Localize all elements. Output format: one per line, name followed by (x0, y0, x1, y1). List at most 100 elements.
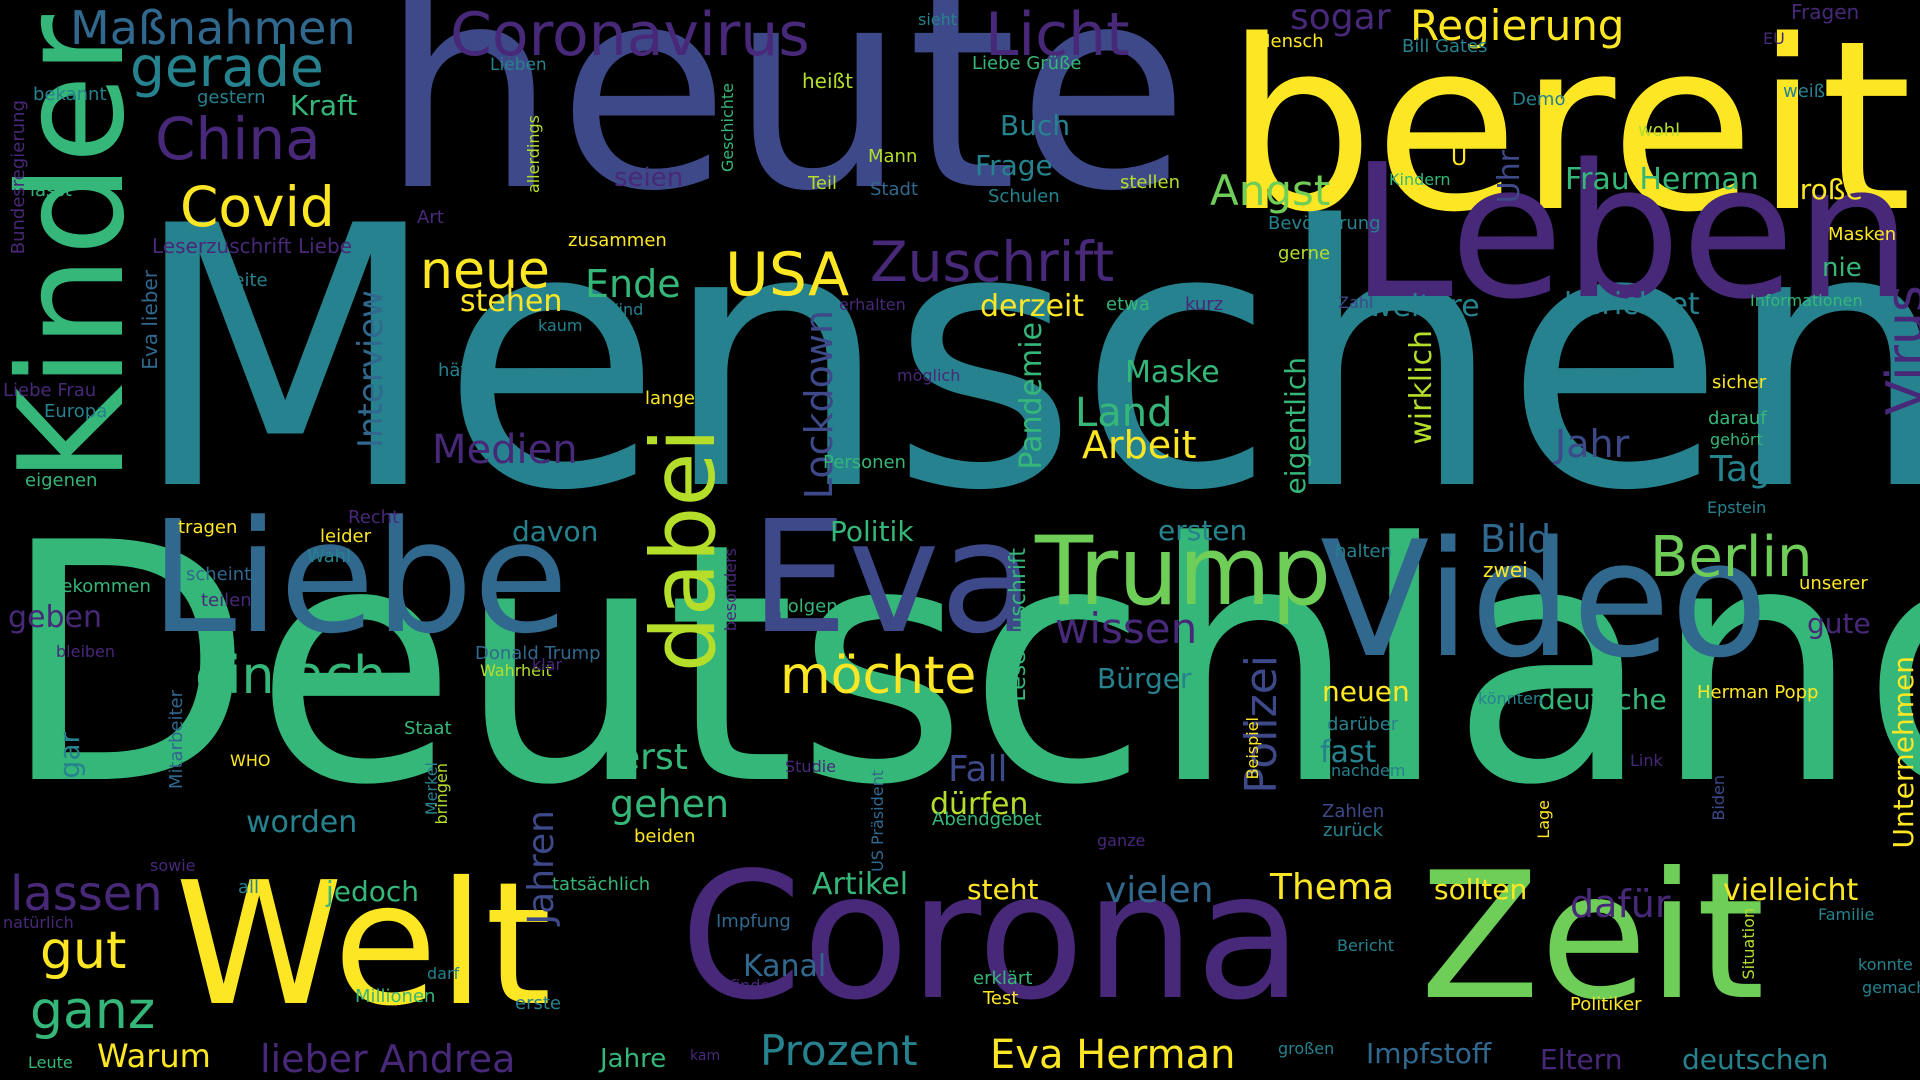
word-146: tragen (178, 517, 238, 538)
word-43: Bild (1480, 517, 1552, 561)
word-4: Leben (1350, 124, 1913, 340)
word-150: scheint (186, 564, 252, 585)
word-87: Kanal (743, 949, 827, 984)
word-138: Europa (44, 401, 108, 422)
word-107: heißt (802, 69, 853, 93)
word-109: wohl (1638, 120, 1681, 141)
word-112: Mann (868, 146, 918, 167)
word-176: Lage (1534, 800, 1553, 839)
word-51: gehen (610, 782, 730, 826)
word-161: darüber (1327, 714, 1399, 735)
word-50: dafür (1570, 882, 1671, 926)
word-108: Demo (1512, 89, 1566, 110)
word-185: Familie (1818, 905, 1875, 924)
word-136: sicher (1712, 372, 1767, 393)
word-198: kam (690, 1048, 721, 1064)
word-15: Licht (985, 0, 1130, 70)
word-188: konnte (1858, 955, 1913, 974)
word-192: erklärt (973, 968, 1033, 989)
word-64: weitere (1368, 289, 1480, 324)
word-73: deutsche (1538, 683, 1667, 716)
word-27: Berlin (1650, 525, 1813, 590)
word-32: lassen (10, 866, 163, 922)
word-182: tatsächlich (552, 874, 651, 895)
word-181: all (238, 877, 260, 898)
word-91: Jahre (600, 1044, 667, 1074)
word-139: lange (645, 388, 695, 409)
word-49: vielen (1105, 870, 1214, 911)
word-14: Coronavirus (450, 0, 810, 70)
word-94: Leserzuschrift (1006, 548, 1031, 702)
word-95: Eva lieber (138, 270, 162, 370)
word-84: nie (1822, 253, 1862, 283)
word-20: neue (420, 241, 550, 301)
word-140: darauf (1708, 408, 1767, 429)
word-10: Eva (750, 487, 1035, 668)
word-13: dabei (632, 428, 735, 673)
word-33: gut (40, 921, 127, 981)
word-18: China (155, 105, 321, 173)
word-97: Leserzuschrift Liebe (152, 234, 352, 258)
word-100: Mensch (1255, 31, 1324, 52)
word-135: möglich (897, 366, 961, 385)
word-129: kurz (1185, 294, 1224, 315)
word-65: berichtet (1564, 287, 1700, 322)
word-173: Abendgebet (932, 809, 1042, 830)
word-8: Video (1320, 506, 1769, 693)
word-58: Uhr (1492, 150, 1527, 204)
word-55: Buch (1000, 109, 1071, 142)
word-193: Test (983, 988, 1019, 1009)
word-80: sollten (1434, 873, 1528, 906)
word-57: Kraft (290, 89, 358, 122)
word-47: Jahren (521, 810, 562, 925)
word-158: Donald Trump (475, 643, 601, 664)
word-46: Interview (351, 290, 391, 449)
word-170: Link (1630, 751, 1663, 770)
word-59: Frau Herman (1565, 162, 1759, 197)
word-141: gehört (1710, 430, 1763, 449)
word-187: Bericht (1337, 936, 1395, 955)
word-41: Jahr (1555, 422, 1630, 466)
word-178: beiden (634, 826, 696, 847)
word-133: kaum (538, 316, 583, 335)
word-5: Corona (680, 836, 1303, 1039)
word-200: U (1451, 146, 1468, 171)
word-35: Prozent (760, 1026, 918, 1075)
word-175: zurück (1323, 820, 1383, 841)
word-128: etwa (1106, 294, 1150, 315)
word-79: steht (967, 873, 1039, 906)
word-1: Deutschland (0, 473, 1920, 857)
word-183: natürlich (3, 913, 74, 932)
word-76: worden (246, 805, 358, 840)
word-115: Schulen (988, 186, 1060, 207)
word-114: Stadt (870, 179, 918, 200)
word-169: nachdem (1331, 761, 1406, 780)
word-184: Impfung (716, 911, 791, 932)
word-93: seien (614, 163, 684, 193)
word-6: Zeit (1420, 836, 1765, 1039)
word-157: bleiben (56, 642, 116, 661)
word-153: zwei (1483, 558, 1528, 582)
word-147: leider (320, 526, 371, 547)
word-143: Personen (823, 452, 906, 473)
word-145: Epstein (1707, 498, 1767, 517)
word-130: Zahl (1338, 293, 1374, 312)
word-190: Millionen (355, 986, 436, 1007)
word-0: Menschen (130, 150, 1920, 569)
word-66: wirklich (1404, 330, 1439, 445)
word-68: Politik (830, 515, 914, 548)
word-123: Bevölkerung (1268, 213, 1381, 234)
word-7: Welt (175, 846, 552, 1044)
word-199: großen (1278, 1039, 1335, 1058)
word-165: WHO (230, 751, 271, 770)
word-61: Maske (1125, 355, 1220, 390)
word-151: teilen (201, 590, 252, 611)
word-52: erst (618, 737, 688, 778)
word-166: Studie (785, 757, 837, 776)
word-197: Leute (28, 1053, 73, 1072)
word-172: bringen (432, 763, 451, 825)
word-70: ersten (1158, 514, 1248, 547)
word-149: halten (1335, 541, 1392, 562)
word-88: Eltern (1540, 1043, 1623, 1076)
